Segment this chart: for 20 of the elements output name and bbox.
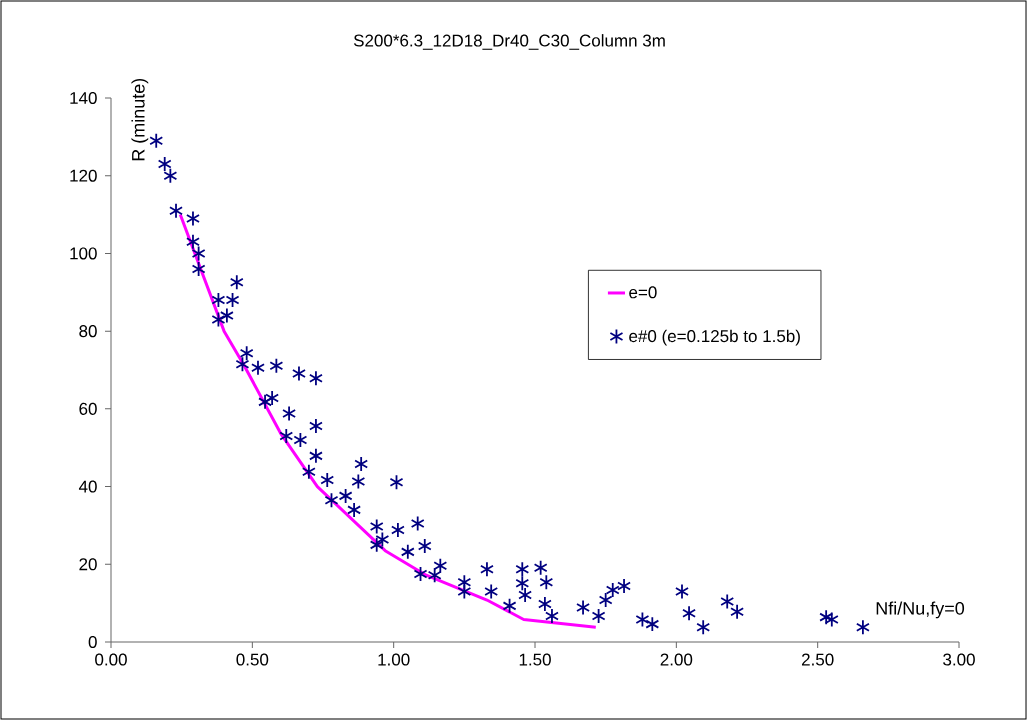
y-axis-title: R (minute) bbox=[131, 78, 149, 161]
y-tick-label: 80 bbox=[79, 325, 97, 338]
y-tick-label: 140 bbox=[70, 91, 97, 105]
chart-title: S200*6.3_12D18_Dr40_C30_Column 3m bbox=[353, 34, 665, 50]
legend-label: e#0 (e=0.125b to 1.5b) bbox=[629, 329, 800, 346]
legend-label: e=0 bbox=[629, 286, 657, 299]
y-tick-label: 40 bbox=[78, 480, 97, 493]
x-tick-label: 1.00 bbox=[378, 653, 410, 666]
y-tick-label: 60 bbox=[79, 402, 97, 415]
y-tick-label: 120 bbox=[70, 169, 97, 182]
y-tick-label: 0 bbox=[88, 635, 97, 649]
y-tick-label: 20 bbox=[79, 558, 97, 571]
x-tick-label: 0.00 bbox=[95, 653, 127, 666]
x-axis-title: Nfi/Nu,fy=0 bbox=[876, 601, 965, 619]
y-tick-label: 100 bbox=[70, 247, 97, 260]
x-tick-label: 3.00 bbox=[943, 653, 975, 666]
x-tick-label: 2.00 bbox=[660, 653, 693, 666]
x-tick-label: 1.50 bbox=[519, 653, 551, 666]
x-tick-label: 2.50 bbox=[802, 653, 834, 666]
x-tick-label: 0.50 bbox=[236, 653, 269, 666]
